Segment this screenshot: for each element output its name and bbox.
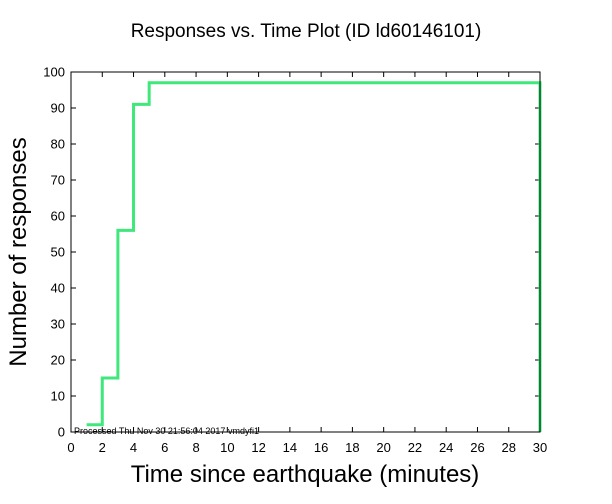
x-tick-label-20: 20	[376, 440, 390, 455]
x-axis-title: Time since earthquake (minutes)	[131, 461, 480, 488]
y-tick-label-100: 100	[43, 65, 65, 80]
x-tick-label-6: 6	[161, 440, 168, 455]
processed-annotation: Processed Thu Nov 30 21:56:04 2017 vmdyf…	[74, 426, 259, 436]
x-tick-label-14: 14	[283, 440, 297, 455]
x-tick-label-26: 26	[470, 440, 484, 455]
y-tick-label-60: 60	[51, 209, 65, 224]
x-tick-label-12: 12	[251, 440, 265, 455]
y-tick-label-40: 40	[51, 281, 65, 296]
y-tick-label-30: 30	[51, 317, 65, 332]
y-tick-label-10: 10	[51, 389, 65, 404]
x-tick-label-18: 18	[345, 440, 359, 455]
y-tick-label-70: 70	[51, 173, 65, 188]
chart-title: Responses vs. Time Plot (ID ld60146101)	[131, 21, 482, 42]
y-tick-label-20: 20	[51, 353, 65, 368]
y-tick-label-80: 80	[51, 137, 65, 152]
x-tick-label-24: 24	[439, 440, 453, 455]
y-axis-title: Number of responses	[5, 137, 32, 366]
x-tick-label-2: 2	[99, 440, 106, 455]
x-tick-label-10: 10	[220, 440, 234, 455]
y-tick-label-0: 0	[58, 425, 65, 440]
plot-frame	[70, 71, 541, 433]
series-layer	[86, 81, 542, 432]
x-tick-label-22: 22	[408, 440, 422, 455]
x-tick-label-28: 28	[501, 440, 515, 455]
y-axis-ticks: 0 10 20 30 40 50 60 70 80 90 100	[43, 65, 540, 440]
x-axis-ticks: 0 2 4 6 8 10 12 14 16 18 20 22 24 26 28 30	[67, 72, 547, 455]
y-tick-label-90: 90	[51, 101, 65, 116]
y-tick-label-50: 50	[51, 245, 65, 260]
x-tick-label-8: 8	[192, 440, 199, 455]
series-line-0	[86, 81, 542, 432]
x-tick-label-4: 4	[130, 440, 137, 455]
x-tick-label-0: 0	[67, 440, 74, 455]
x-tick-label-16: 16	[314, 440, 328, 455]
x-tick-label-30: 30	[533, 440, 547, 455]
